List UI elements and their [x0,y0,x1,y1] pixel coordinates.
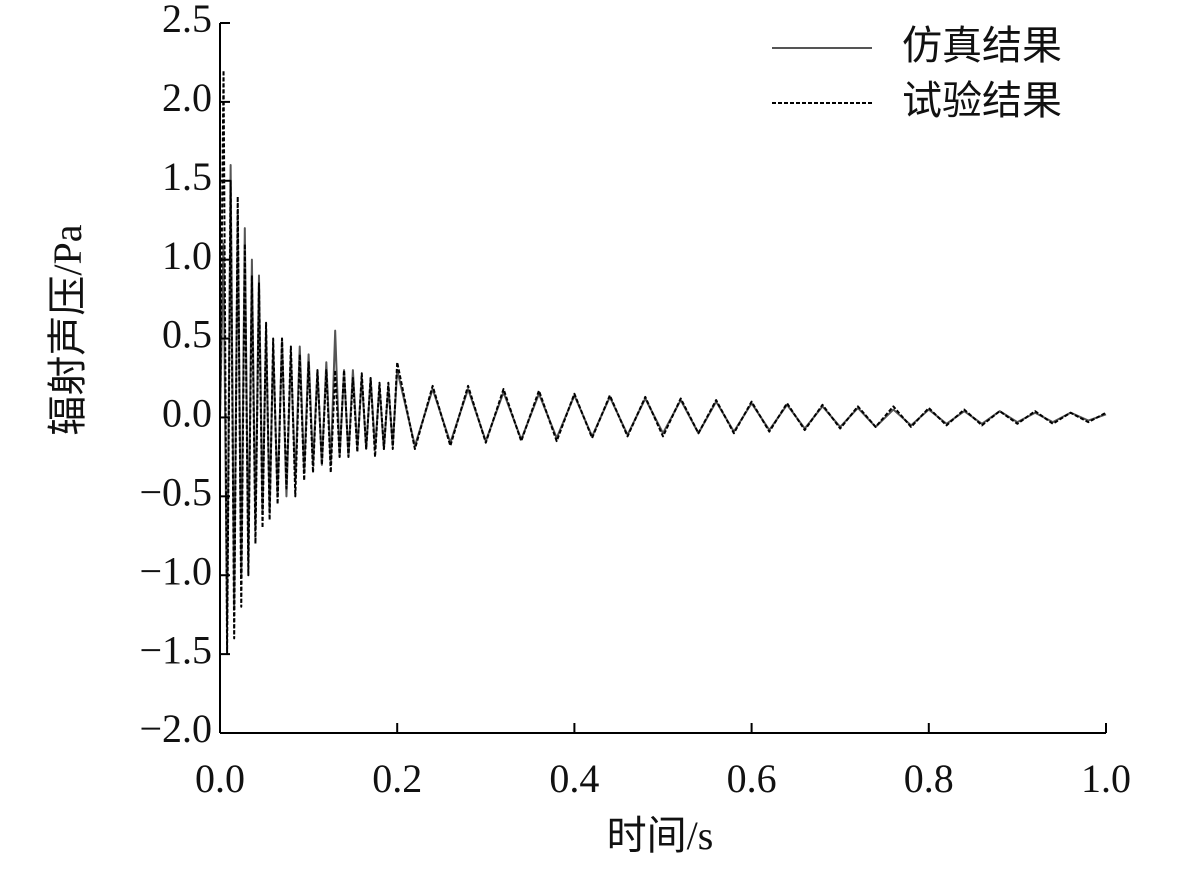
y-tick-label: 2.0 [162,75,212,120]
y-tick-label: −0.5 [139,470,212,515]
x-tick-label: 0.2 [372,756,422,801]
y-tick-label: 0.0 [162,391,212,436]
y-tick-label: −1.0 [139,548,212,593]
x-tick-label: 0.4 [549,756,599,801]
x-tick-label: 0.8 [904,756,954,801]
y-tick-label: 2.5 [162,0,212,41]
y-tick-label: 1.5 [162,154,212,199]
series-line [219,69,1107,656]
y-tick-label: 1.0 [162,233,212,278]
x-tick-label: 1.0 [1081,756,1131,801]
y-axis-label: 辐射声压/Pa [45,224,90,435]
x-tick-label: 0.6 [727,756,777,801]
x-tick-label: 0.0 [195,756,245,801]
x-axis-label: 时间/s [607,813,714,858]
y-tick-label: 0.5 [162,312,212,357]
legend-label: 仿真结果 [902,23,1062,68]
y-tick-label: −2.0 [139,706,212,751]
legend-label: 试验结果 [902,78,1062,123]
y-tick-label: −1.5 [139,627,212,672]
